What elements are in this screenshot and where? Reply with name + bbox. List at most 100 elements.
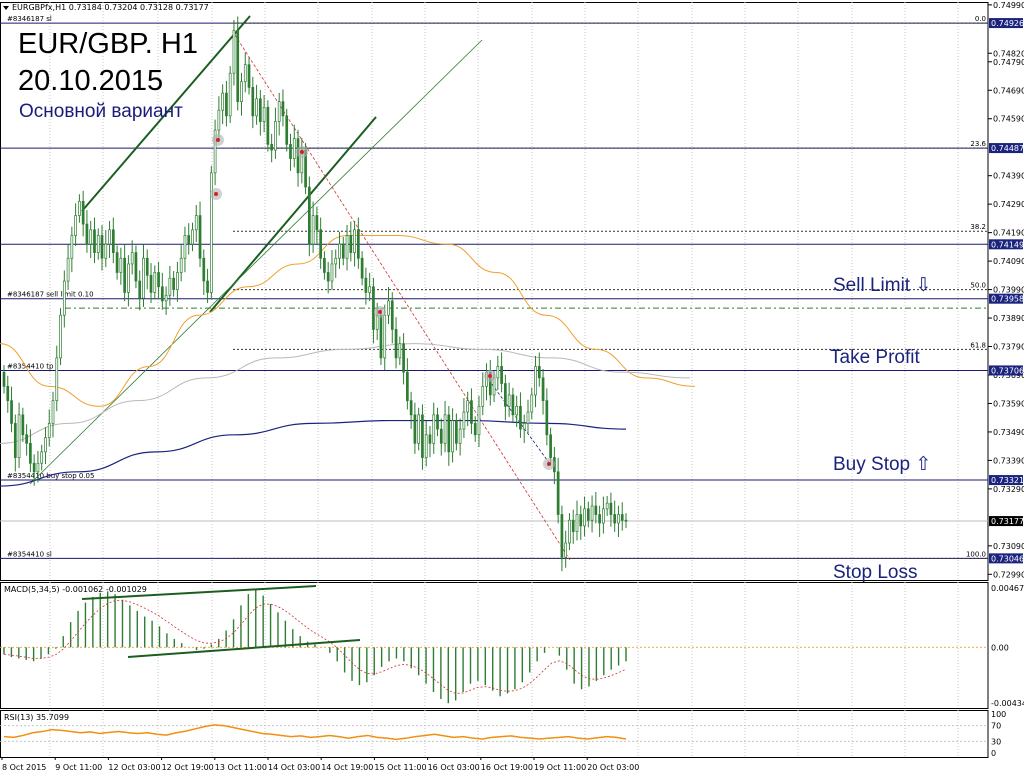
candle-body (507, 394, 511, 407)
candle-body (443, 414, 447, 444)
candle-body (564, 542, 568, 558)
candle-body (617, 514, 620, 524)
candle-body (496, 366, 500, 379)
candle-body (74, 215, 77, 236)
current-price-label: 0.73177 (991, 517, 1024, 526)
candle-body (194, 215, 198, 231)
candle-body (545, 400, 549, 436)
moving-averages (0, 234, 696, 487)
candle-body (160, 286, 164, 302)
candle-body (85, 223, 89, 245)
time-label: 13 Oct 11:00 (215, 763, 267, 772)
candle-body (70, 235, 74, 259)
price-tag-label: 0.73706 (991, 366, 1024, 375)
order-marker-dot (216, 138, 220, 142)
fibo-label: 38.2 (970, 223, 986, 231)
candle-body (390, 300, 394, 330)
price-tick-label: 0.74190 (993, 229, 1024, 238)
candle-body (59, 314, 62, 359)
time-label: 9 Oct 11:00 (55, 763, 102, 772)
candle-body (568, 519, 571, 544)
price-tag (989, 143, 1023, 154)
candle-body (89, 229, 93, 245)
menu-triangle-icon[interactable] (3, 6, 9, 10)
candle-body (10, 400, 13, 424)
price-tag-label: 0.74487 (991, 144, 1024, 153)
candle-body (360, 257, 364, 279)
order-lines: #8346187 sl #8346187 sell limit 0.10 #8354… (0, 15, 988, 559)
fibo-label: 61.8 (970, 341, 986, 349)
candle-body (579, 514, 583, 527)
candle-body (560, 514, 564, 558)
fibo-label: 0.0 (975, 15, 986, 23)
rsi-axis-label: 30 (991, 737, 1001, 746)
price-tick-label: 0.74090 (993, 257, 1024, 266)
candle-body (609, 502, 613, 515)
candle-body (13, 423, 17, 458)
trend-line-upper (81, 15, 251, 212)
candle-body (598, 514, 601, 524)
candle-body (168, 277, 172, 296)
candle-body (51, 400, 55, 424)
candle-body (270, 144, 273, 151)
candle-body (387, 300, 390, 316)
macd-title: MACD(5,34,5) -0.001062 -0.001029 (4, 585, 147, 594)
candle-body (402, 343, 405, 373)
fibo-label: 100.0 (966, 550, 986, 558)
candle-body (221, 92, 224, 111)
candle-body (21, 414, 25, 436)
candle-body (326, 272, 330, 282)
candle-body (251, 87, 255, 117)
candle-body (311, 215, 315, 245)
candle-body (330, 263, 334, 282)
candle-body (364, 277, 368, 293)
candle-body (372, 286, 375, 330)
candle-body (187, 235, 191, 245)
fibo-label: 23.6 (970, 140, 986, 148)
candle-body (307, 186, 311, 245)
trend-lines (29, 15, 571, 561)
candle-body (368, 286, 372, 293)
order-line-label: #8354410 buy stop 0.05 (7, 472, 94, 480)
candle-body (236, 30, 240, 103)
price-tick-label: 0.73890 (993, 314, 1024, 323)
candle-body (537, 366, 541, 379)
candle-body (2, 371, 6, 387)
price-tag-label: 0.73046 (991, 554, 1024, 563)
candle-body (319, 229, 323, 259)
rsi-line (3, 724, 627, 741)
candle-body (447, 414, 451, 453)
candle-body (451, 420, 454, 453)
candle-body (424, 434, 428, 458)
rsi-title: RSI(13) 35.7099 (4, 713, 69, 722)
candle-body (266, 106, 270, 145)
candle-body (198, 215, 202, 259)
candle-body (504, 383, 507, 407)
candle-body (406, 371, 409, 401)
candle-body (134, 252, 138, 282)
candle-body (613, 514, 617, 524)
candle-body (17, 414, 21, 458)
candle-body (439, 428, 443, 444)
price-tick-label: 0.73790 (993, 343, 1024, 352)
price-tick-label: 0.74590 (993, 115, 1024, 124)
candle-body (594, 505, 598, 515)
price-tick-label: 0.74790 (993, 58, 1024, 67)
candle-body (96, 235, 100, 253)
candle-body (583, 508, 586, 527)
candle-body (455, 420, 458, 444)
price-tag-label: 0.73321 (991, 476, 1024, 485)
price-tag (989, 18, 1023, 29)
candle-body (277, 101, 281, 122)
candle-body (108, 229, 111, 245)
candle-body (217, 109, 221, 131)
candle-body (149, 274, 153, 293)
macd-divergence-upper (81, 585, 317, 600)
time-label: 14 Oct 19:00 (321, 763, 373, 772)
candle-body (247, 64, 251, 88)
time-label: 15 Oct 11:00 (374, 763, 426, 772)
candle-body (78, 200, 81, 216)
candle-body (394, 329, 398, 359)
candle-body (202, 257, 206, 282)
